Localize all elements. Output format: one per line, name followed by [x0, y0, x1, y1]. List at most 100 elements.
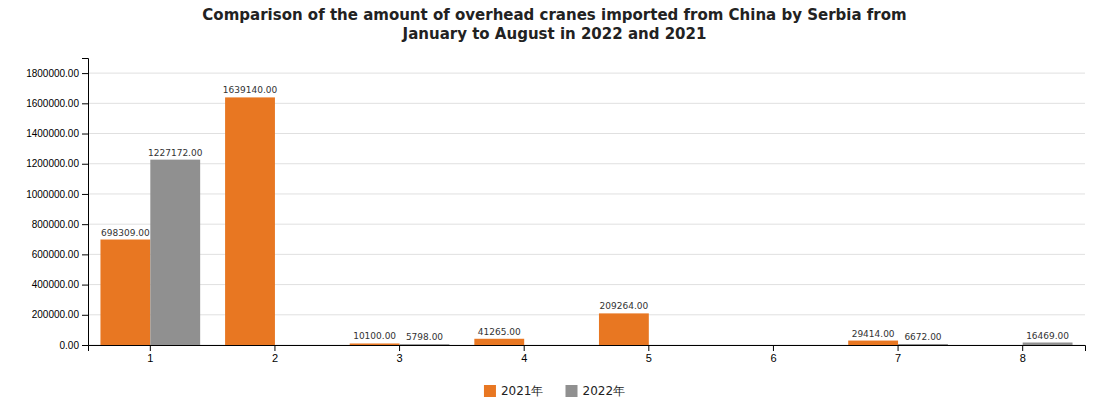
- x-tick-mark: [524, 345, 525, 351]
- legend-swatch: [484, 385, 496, 397]
- x-tick-mark: [399, 345, 400, 351]
- bar: [1023, 343, 1073, 345]
- data-labels: 698309.00 1639140.00 10100.00 41265.00 20926…: [101, 85, 1069, 342]
- bar: [599, 313, 649, 345]
- bar: [524, 345, 574, 346]
- y-tick: 1800000.00: [26, 68, 88, 79]
- bar: [100, 240, 150, 345]
- y-tick-mark: [82, 73, 88, 74]
- x-tick: 7: [895, 345, 901, 364]
- data-label: 41265.00: [478, 327, 521, 337]
- x-tick: 5: [646, 345, 652, 364]
- plot: 0.00 200000.00 400000.00 600000.00 800000.00…: [26, 59, 1085, 364]
- x-tick-mark: [773, 345, 774, 351]
- data-label: 5798.00: [406, 332, 443, 342]
- title: Comparison of the amount of overhead cra…: [202, 6, 906, 43]
- bar: [848, 341, 898, 345]
- y-tick: 600000.00: [32, 249, 88, 260]
- y-tick-mark: [82, 224, 88, 225]
- bar: [350, 343, 400, 345]
- y-tick-label: 1800000.00: [26, 68, 79, 79]
- y-axis: 0.00 200000.00 400000.00 600000.00 800000.00…: [26, 59, 88, 351]
- y-tick-mark: [82, 103, 88, 104]
- legend-item: 2021年: [484, 384, 544, 398]
- y-tick-mark: [82, 315, 88, 316]
- data-label: 1639140.00: [223, 85, 278, 95]
- y-tick-label: 800000.00: [32, 219, 80, 230]
- y-axis-line: [82, 59, 89, 346]
- bar: [724, 345, 774, 346]
- x-tick-mark: [274, 345, 275, 351]
- bar: [773, 345, 823, 346]
- bar: [898, 344, 948, 345]
- x-tick-label: 6: [770, 352, 776, 364]
- bar: [474, 339, 524, 345]
- legend-label: 2022年: [583, 384, 626, 398]
- bar: [225, 97, 275, 345]
- x-tick-mark: [1022, 345, 1023, 351]
- x-tick-label: 5: [646, 352, 652, 364]
- x-tick-label: 8: [1020, 352, 1026, 364]
- x-tick-mark: [150, 345, 151, 351]
- legend-swatch: [566, 385, 578, 397]
- x-tick: 8: [1020, 345, 1026, 364]
- data-label: 1227172.00: [148, 148, 203, 158]
- bars: [100, 97, 1072, 345]
- y-tick-label: 1400000.00: [26, 128, 79, 139]
- bar: [150, 160, 200, 345]
- bar: [400, 344, 450, 345]
- y-tick-label: 0.00: [60, 340, 80, 351]
- y-tick-mark: [82, 254, 88, 255]
- y-tick-label: 1200000.00: [26, 158, 79, 169]
- x-tick-label: 3: [397, 352, 403, 364]
- x-tick: 3: [397, 345, 403, 364]
- x-tick: 1: [147, 345, 153, 364]
- y-tick-label: 400000.00: [32, 279, 80, 290]
- legend-item: 2022年: [566, 384, 626, 398]
- bar: [649, 345, 699, 346]
- grid: [88, 73, 1085, 345]
- grid-line: [88, 73, 1085, 74]
- data-label: 10100.00: [353, 331, 396, 341]
- y-tick-mark: [82, 134, 88, 135]
- bar: [973, 345, 1023, 346]
- x-tick-mark: [898, 345, 899, 351]
- y-tick: 1600000.00: [26, 98, 88, 109]
- y-tick: 0.00: [60, 340, 88, 351]
- y-tick-mark: [82, 285, 88, 286]
- title-line: Comparison of the amount of overhead cra…: [202, 6, 906, 24]
- x-tick-label: 2: [272, 352, 278, 364]
- x-tick-label: 1: [147, 352, 153, 364]
- x-tick: 6: [770, 345, 776, 364]
- data-label: 698309.00: [101, 228, 150, 238]
- x-tick: 2: [272, 345, 278, 364]
- y-tick-mark: [82, 164, 88, 165]
- y-tick-label: 600000.00: [32, 249, 80, 260]
- y-tick-label: 1600000.00: [26, 98, 79, 109]
- data-label: 16469.00: [1026, 331, 1069, 341]
- y-tick-mark: [82, 194, 88, 195]
- data-label: 6672.00: [904, 332, 941, 342]
- y-tick: 400000.00: [32, 279, 88, 290]
- data-label: 209264.00: [600, 301, 649, 311]
- x-tick-mark: [648, 345, 649, 351]
- chart: Comparison of the amount of overhead cra…: [0, 0, 1109, 409]
- x-axis-line: [89, 346, 1086, 352]
- legend: 2021年 2022年: [484, 384, 625, 398]
- y-tick-label: 1000000.00: [26, 189, 79, 200]
- x-tick: 4: [521, 345, 527, 364]
- legend-label: 2021年: [501, 384, 544, 398]
- y-tick-label: 200000.00: [32, 309, 80, 320]
- y-tick: 1000000.00: [26, 189, 88, 200]
- y-tick: 800000.00: [32, 219, 88, 230]
- title-line: January to August in 2022 and 2021: [402, 25, 707, 43]
- y-tick: 1200000.00: [26, 158, 88, 169]
- y-tick: 1400000.00: [26, 128, 88, 139]
- data-label: 29414.00: [852, 329, 895, 339]
- x-tick-label: 4: [521, 352, 527, 364]
- y-tick: 200000.00: [32, 309, 88, 320]
- bar: [275, 345, 325, 346]
- x-tick-label: 7: [895, 352, 901, 364]
- x-axis: 1 2 3 4 5 6 7 8: [89, 345, 1086, 364]
- y-tick-mark: [82, 345, 88, 346]
